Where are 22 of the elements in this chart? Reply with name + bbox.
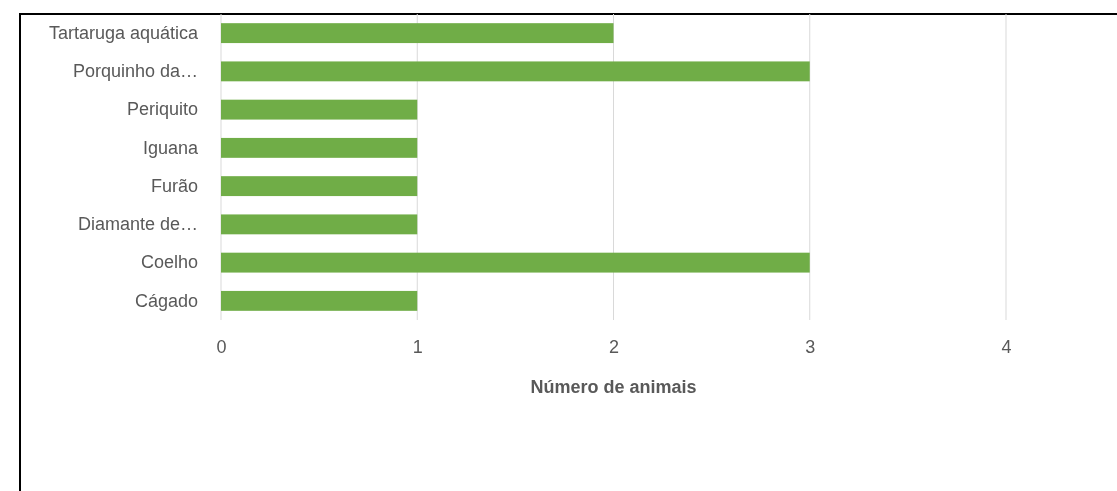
bar [221, 99, 418, 120]
x-tick-label: 0 [216, 336, 227, 357]
x-tick-label: 3 [805, 336, 816, 357]
x-tick-label: 2 [608, 336, 620, 357]
x-tick-label: 1 [412, 336, 423, 357]
y-tick-label: Iguana [142, 137, 199, 158]
bar [221, 290, 418, 311]
y-tick-label: Diamante de… [77, 214, 198, 235]
y-tick-label: Cágado [134, 290, 198, 311]
bar [221, 137, 418, 158]
bar [221, 176, 418, 197]
y-tick-label: Periquito [126, 99, 198, 120]
bar [221, 214, 418, 235]
y-tick-label: Coelho [140, 252, 198, 273]
y-tick-label: Porquinho da… [72, 61, 198, 82]
x-tick-label: 4 [1001, 336, 1012, 357]
y-tick-label: Furão [150, 175, 198, 196]
y-tick-label: Tartaruga aquática [48, 22, 199, 43]
bar [221, 61, 810, 82]
x-axis-title: Número de animais [530, 377, 697, 397]
bar [221, 252, 810, 273]
bar [221, 23, 614, 44]
